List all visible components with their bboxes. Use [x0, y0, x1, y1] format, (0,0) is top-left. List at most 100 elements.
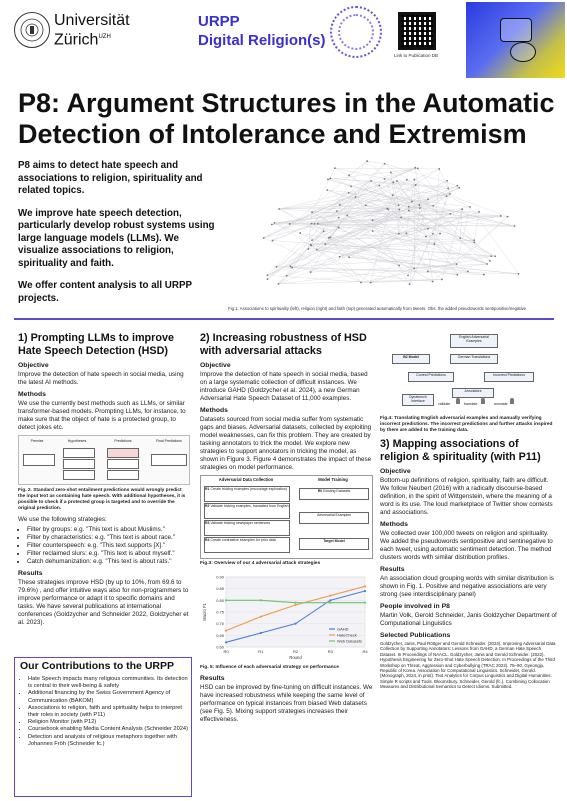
network-edge [433, 195, 447, 206]
network-node [346, 214, 349, 217]
network-node [288, 223, 291, 225]
network-edge [279, 185, 380, 210]
legend-label: Web Datasets [337, 639, 362, 644]
fig3-r0-box: R0 Existing Datasets [299, 488, 369, 500]
network-node [371, 219, 374, 222]
contributions-title: Our Contributions to the URPP [20, 660, 174, 672]
network-edge [327, 179, 451, 214]
urpp-line1: URPP [198, 13, 240, 30]
network-edge [425, 209, 463, 237]
network-edge [311, 217, 402, 246]
network-node [338, 204, 341, 206]
network-edge [290, 163, 385, 267]
network-edge [289, 223, 435, 245]
person-icon [510, 398, 514, 404]
network-node [327, 178, 329, 181]
association-network-figure [262, 160, 520, 286]
network-node [506, 215, 509, 218]
network-node [473, 241, 476, 244]
network-edge [371, 180, 491, 261]
network-edge [384, 168, 418, 180]
network-node [513, 225, 516, 228]
section1-objective: Improve the detection of hate speech in … [18, 371, 184, 386]
network-node [482, 273, 485, 276]
network-edge [279, 208, 400, 266]
section1-objective-heading: Objective [18, 362, 49, 369]
network-node [378, 184, 381, 187]
intro-p2: We improve hate speech detection, partic… [18, 207, 215, 269]
list-item: Filter by groups: e.g. "This text is abo… [27, 526, 190, 534]
network-node [347, 191, 350, 194]
network-edge [311, 212, 362, 283]
network-node [262, 237, 265, 239]
network-node [370, 179, 373, 182]
section1-column: 1) Prompting LLMs to improve Hate Speech… [18, 332, 190, 629]
fig3-r0-text: Existing Datasets [323, 489, 351, 493]
poster-header: Universität ZürichUZH URPP Digital Relig… [0, 0, 567, 80]
network-node [348, 174, 350, 177]
urpp-line2: Digital Religion(s) [198, 32, 326, 49]
network-node [419, 207, 421, 209]
qr-code[interactable] [398, 12, 436, 50]
network-edge [279, 207, 420, 210]
network-edge [290, 160, 368, 267]
fig4-diagram: English Adversarial Examples B2 Model Ge… [380, 332, 558, 414]
fig2-box [107, 470, 139, 480]
network-edge [272, 168, 440, 241]
data-point [259, 615, 262, 618]
network-edge [334, 168, 440, 170]
network-edge [276, 231, 324, 267]
fig3-diagram: Adversarial Data Collection Model Traini… [200, 475, 373, 559]
network-edge [350, 186, 410, 285]
network-edge [330, 178, 420, 209]
network-node [447, 187, 450, 190]
network-node [360, 281, 362, 284]
network-node [441, 278, 443, 281]
network-node [391, 194, 394, 197]
fig2-box [63, 470, 95, 480]
network-edge [415, 184, 421, 209]
legend-label: HateCheck [337, 633, 357, 638]
network-edge [263, 180, 372, 239]
network-edge [300, 232, 457, 265]
face-bubble-icon [510, 42, 536, 62]
network-node [466, 270, 469, 273]
network-edge [316, 249, 484, 275]
network-edge [348, 160, 368, 176]
network-edge [372, 230, 488, 265]
network-edge [311, 213, 451, 224]
section2-column: 2) Increasing robustness of HSD with adv… [200, 332, 373, 726]
network-node [389, 171, 392, 174]
network-edge [355, 196, 515, 227]
section3-objective-heading: Objective [380, 468, 411, 475]
network-edge [278, 279, 442, 284]
network-node [327, 236, 330, 239]
section1-heading: 1) Prompting LLMs to improve Hate Speech… [18, 332, 174, 357]
section3-heading: 3) Mapping associations of religion & sp… [380, 438, 541, 463]
section2-objective: Improve the detection of hate speech in … [200, 371, 368, 402]
network-edge [272, 240, 492, 257]
y-tick-label: 0.85 [216, 586, 225, 591]
y-tick-label: 0.60 [216, 645, 225, 650]
network-node [411, 200, 413, 203]
network-node [407, 274, 409, 277]
network-node [309, 271, 312, 273]
network-edge [317, 205, 434, 224]
network-node [408, 283, 411, 286]
network-edge [399, 206, 471, 266]
fig3-target-box: Target Model [299, 538, 369, 550]
section2-methods-heading: Methods [200, 407, 228, 414]
qr-caption: Link to Publication DB [394, 53, 439, 58]
network-node [386, 207, 389, 210]
network-edge [316, 242, 475, 251]
network-node [289, 265, 292, 268]
network-edge [279, 196, 356, 210]
network-node [486, 263, 489, 265]
network-node [490, 255, 493, 258]
network-edge [279, 205, 366, 210]
network-node [364, 204, 367, 207]
network-node [448, 192, 451, 195]
fig3-row-text: Create tricking examples (encourage expl… [210, 487, 287, 491]
fig4-b2-box: B2 Model [392, 354, 430, 364]
